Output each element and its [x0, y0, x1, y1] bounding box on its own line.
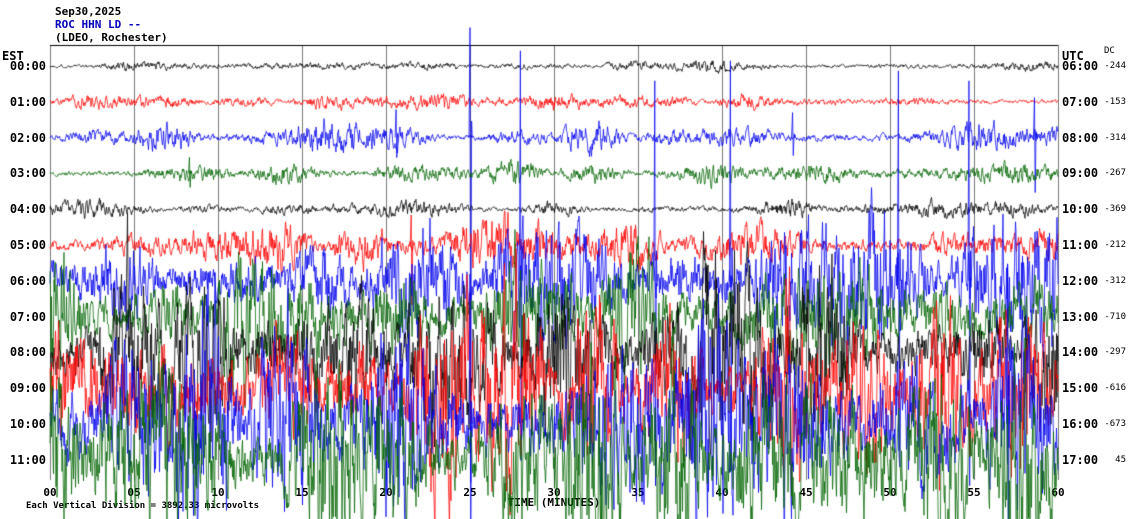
- utc-time-label: 10:00: [1062, 202, 1099, 217]
- dc-value-label: -244: [1104, 61, 1126, 71]
- x-tick-label: 20: [379, 486, 393, 499]
- est-time-label: 09:00: [9, 381, 46, 396]
- est-time-label: 11:00: [9, 452, 46, 467]
- est-time-label: 01:00: [9, 94, 46, 109]
- utc-time-label: 12:00: [1062, 273, 1099, 288]
- dc-value-label: -616: [1104, 383, 1126, 394]
- scale-note: Each Vertical Division = 3892.33 microvo…: [26, 501, 259, 511]
- x-tick-label: 00: [43, 486, 57, 499]
- x-tick-label: 30: [547, 486, 561, 499]
- dc-value-label: -369: [1104, 204, 1126, 215]
- est-time-label: 08:00: [9, 345, 46, 360]
- utc-time-label: 09:00: [1062, 166, 1099, 181]
- est-time-label: 00:00: [9, 59, 46, 73]
- utc-time-label: 16:00: [1062, 417, 1099, 431]
- utc-time-label: 15:00: [1062, 381, 1099, 396]
- est-time-label: 06:00: [9, 273, 46, 288]
- dc-axis-label: DC: [1104, 46, 1115, 56]
- x-tick-label: 45: [799, 486, 813, 499]
- dc-value-label: -312: [1104, 275, 1126, 286]
- est-time-label: 10:00: [9, 417, 46, 431]
- dc-value-label: -267: [1104, 168, 1126, 179]
- x-tick-label: 05: [127, 486, 141, 499]
- dc-value-label: 45: [1115, 454, 1126, 465]
- dc-value-label: -297: [1104, 347, 1126, 358]
- dc-value-label: -153: [1104, 96, 1126, 107]
- dc-value-label: -673: [1104, 419, 1126, 429]
- utc-time-label: 08:00: [1062, 130, 1099, 145]
- dc-value-label: -212: [1104, 240, 1126, 250]
- x-tick-label: 15: [295, 486, 309, 499]
- utc-time-label: 11:00: [1062, 238, 1099, 252]
- utc-time-label: 07:00: [1062, 94, 1099, 109]
- header-location: (LDEO, Rochester): [55, 31, 168, 44]
- x-tick-label: 10: [211, 486, 225, 499]
- x-tick-label: 40: [715, 486, 729, 499]
- x-tick-label: 50: [883, 486, 897, 499]
- x-tick-label: 55: [967, 486, 981, 499]
- x-tick-label: 25: [463, 486, 477, 499]
- utc-time-label: 06:00: [1062, 59, 1099, 73]
- utc-time-label: 13:00: [1062, 309, 1099, 324]
- header-date: Sep30,2025: [55, 5, 122, 18]
- utc-time-label: 14:00: [1062, 345, 1099, 360]
- dc-value-label: -710: [1104, 311, 1126, 322]
- est-time-label: 05:00: [9, 238, 46, 252]
- utc-time-label: 17:00: [1062, 452, 1099, 467]
- x-tick-label: 35: [631, 486, 645, 499]
- est-time-label: 02:00: [9, 130, 46, 145]
- est-time-label: 03:00: [9, 166, 46, 181]
- dc-value-label: -314: [1104, 132, 1126, 143]
- est-time-label: 04:00: [9, 202, 46, 217]
- est-time-label: 07:00: [9, 309, 46, 324]
- header-station: ROC HHN LD --: [55, 18, 142, 31]
- x-tick-label: 60: [1051, 486, 1065, 499]
